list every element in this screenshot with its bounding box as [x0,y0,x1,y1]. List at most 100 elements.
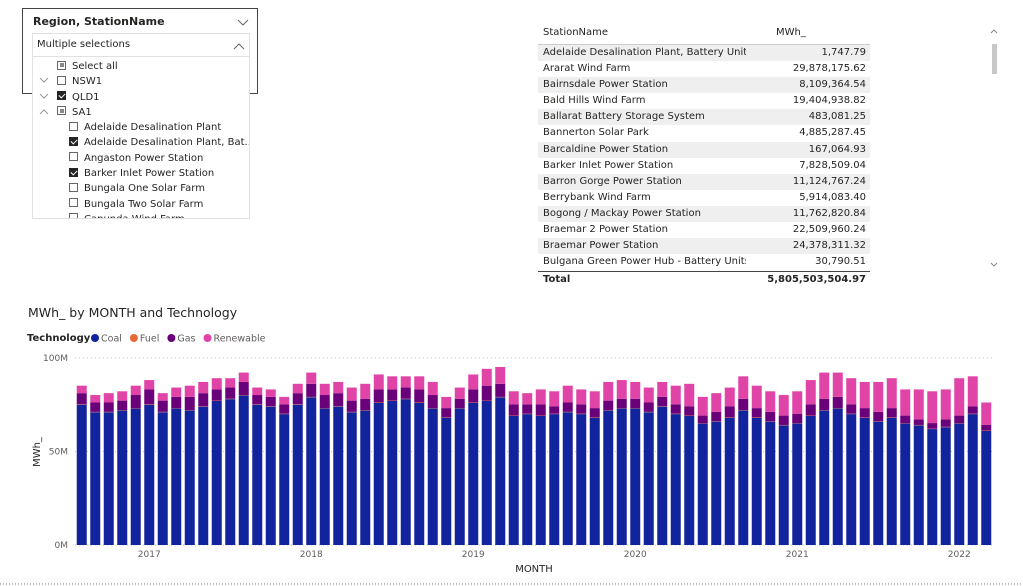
bar-segment [589,408,600,418]
bar-segment [832,372,843,397]
column-header[interactable]: StationName [543,27,609,38]
slicer-item[interactable]: Angaston Power Station [33,151,249,166]
bar-segment [549,414,560,545]
station-name: Ballarat Battery Storage System [543,111,705,123]
slicer-item[interactable]: Canunda Wind Farm [33,212,249,218]
bar-segment [211,389,222,401]
bar-segment [225,387,236,399]
bar-segment [211,378,222,390]
table-header: StationName MWh_ [538,22,870,45]
bar-segment [90,412,101,545]
bar-segment [603,410,614,545]
slicer-item[interactable]: Barker Inlet Power Station [33,166,249,181]
bar-segment [670,385,681,405]
bar-segment [643,412,654,545]
bar-segment [225,399,236,545]
bar-segment [171,387,182,397]
selection-summary[interactable]: Multiple selections [33,34,249,57]
bar-segment [252,395,263,405]
bar-segment [454,387,465,399]
bar-segment [954,415,965,424]
mwh-value: 22,509,960.24 [792,224,866,236]
bar-segment [549,391,560,407]
slicer-item[interactable]: Bungala One Solar Farm [33,181,249,196]
bar-segment [130,385,141,396]
bar-segment [522,404,533,414]
x-tick-label: 2021 [786,550,809,560]
bar-segment [184,410,195,545]
total-label: Total [543,274,571,285]
scrollbar[interactable] [990,28,998,268]
legend-label: Coal [101,334,122,345]
slicer-item[interactable]: Adelaide Desalination Plant, Bat... [33,135,249,150]
item-label: Adelaide Desalination Plant, Bat... [84,137,250,149]
legend-label: Gas [177,334,195,345]
slicer-item[interactable]: NSW1 [33,74,249,89]
bar-segment [238,395,249,545]
x-tick-label: 2017 [138,550,161,560]
bar-segment [805,415,816,545]
table-row: Barker Inlet Power Station 7,828,509.04 [538,158,870,174]
bar-segment [346,387,357,401]
slicer-item[interactable]: Adelaide Desalination Plant [33,120,249,135]
mwh-value: 11,762,820.84 [792,207,866,219]
slicer-item[interactable]: Bungala Two Solar Farm [33,197,249,212]
bar-segment [967,406,978,414]
station-name: Bald Hills Wind Farm [543,95,646,107]
checkbox [69,152,78,162]
bar-segment [900,415,911,424]
bar-segment [846,414,857,545]
bar-segment [697,396,708,416]
bar-segment [373,402,384,545]
bar-segment [927,423,938,429]
bar-segment [117,410,128,545]
checkbox [69,121,78,131]
item-label: Bungala Two Solar Farm [84,198,204,210]
bar-segment [738,398,749,410]
bar-segment [360,383,371,399]
bar-segment [711,393,722,412]
slicer-item[interactable]: QLD1 [33,90,249,105]
bar-segment [832,408,843,545]
checkbox [57,91,66,101]
bar-segment [576,389,587,405]
item-label: SA1 [72,106,92,118]
checkbox [57,106,66,116]
bar-segment [481,401,492,545]
bar-segment [670,404,681,414]
bar-segment [670,414,681,545]
chevron [233,43,245,50]
table-total: Total 5,805,503,504.97 [538,271,870,288]
bar-segment [900,423,911,545]
bar-segment [468,374,479,390]
bar-segment [495,383,506,397]
slicer-title: Region, StationName [33,15,165,28]
slicer-item[interactable]: SA1 [33,105,249,120]
bar-segment [913,425,924,545]
bar-segment [265,389,276,397]
bar-segment [144,404,155,545]
slicer-item[interactable]: Select all [33,59,249,74]
mwh-value: 5,914,083.40 [799,191,866,203]
selection-text: Multiple selections [37,39,131,50]
bar-segment [346,400,357,412]
bar-segment [643,387,654,403]
bar-segment [508,404,519,416]
bar-segment [238,381,249,396]
bar-segment [657,396,668,407]
bar-segment [859,381,870,409]
bar-segment [454,408,465,545]
y-axis-title: MWh_ [32,436,43,467]
bar-segment [616,398,627,409]
bar-segment [792,423,803,545]
bar-segment [198,406,209,545]
bar-segment [765,411,776,422]
bar-segment [697,415,708,424]
mwh-value: 167,064.93 [808,143,866,155]
column-header[interactable]: MWh_ [776,27,806,38]
bar-segment [711,411,722,422]
bar-segment [360,410,371,545]
bar-segment [846,404,857,414]
bar-segment [522,414,533,545]
